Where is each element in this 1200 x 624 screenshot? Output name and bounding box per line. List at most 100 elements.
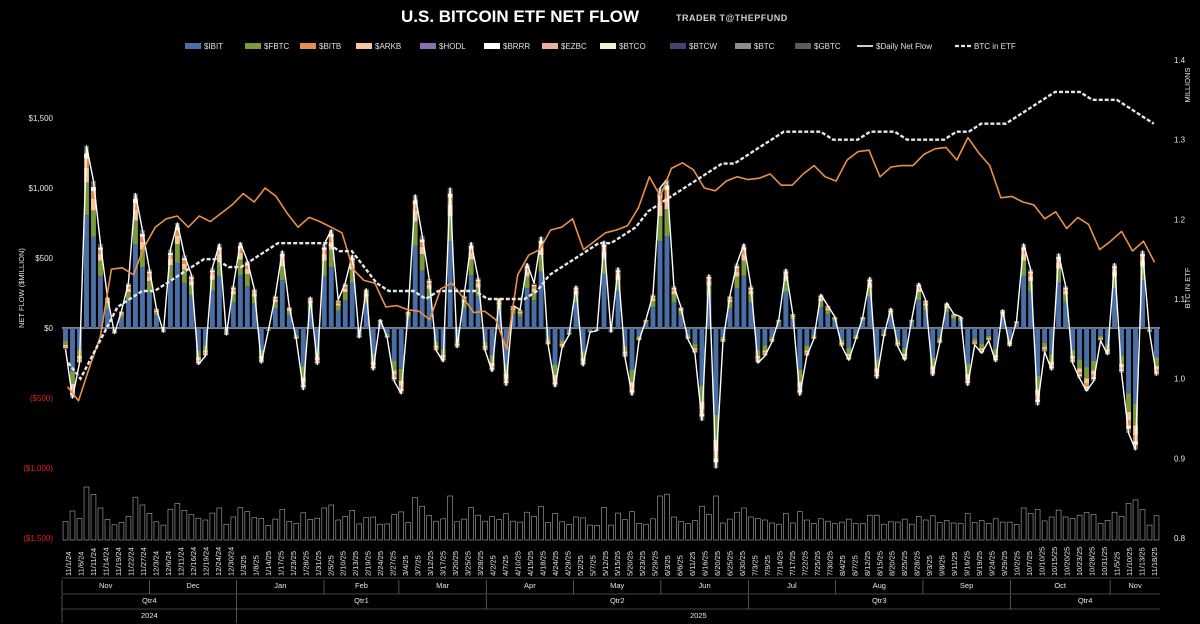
flow-bar-arkb — [972, 341, 978, 343]
flow-bar-fbtc — [349, 269, 355, 283]
volume-bar — [608, 524, 614, 541]
legend-swatch — [356, 43, 372, 49]
flow-bar-fbtc — [755, 349, 761, 356]
flow-bar-ibit — [167, 279, 173, 328]
flow-bar-bitb — [98, 249, 103, 255]
legend-item-btc: $BTC — [735, 42, 775, 51]
flow-bar-ibit — [601, 274, 607, 328]
flow-bar-fbtc — [643, 321, 649, 323]
flow-bar-ibit — [328, 267, 334, 328]
flow-bar-fbtc — [391, 360, 397, 371]
x-group-label: Sep — [960, 581, 973, 590]
flow-bar-stack — [1084, 328, 1090, 391]
x-date-tick: 12/3/24 — [152, 551, 161, 576]
flow-bar-bitb — [692, 350, 698, 352]
x-date-tick: 11/22/24 — [127, 547, 136, 576]
legend-swatch — [735, 43, 751, 49]
flow-bar-stack — [1042, 328, 1048, 352]
flow-bar-ibit — [685, 328, 691, 335]
volume-bar — [678, 521, 684, 541]
flow-bar-ibit — [195, 328, 201, 351]
chart-legend: $IBIT $FBTC $BITB $ARKB $HODL $BRRR $EZBC $BTCO… — [185, 42, 1016, 51]
flow-bar-btco — [762, 354, 768, 355]
x-date-tick: 5/23/25 — [638, 551, 647, 576]
x-date-tick: 5/12/25 — [601, 551, 610, 576]
flow-bar-fbtc — [930, 357, 936, 367]
volume-bar — [811, 523, 817, 541]
flow-bar-fbtc — [699, 385, 705, 402]
flow-bar-stack — [335, 300, 341, 328]
flow-bar-fbtc — [741, 260, 747, 276]
flow-bar-arkb — [1077, 368, 1083, 373]
flow-bar-arkb — [734, 271, 740, 277]
flow-bar-stack — [342, 283, 348, 328]
flow-bar-arkb — [342, 288, 348, 293]
volume-bar — [580, 517, 586, 541]
legend-label: $GBTC — [814, 42, 841, 51]
volume-bar — [762, 519, 768, 541]
volume-bar — [209, 512, 216, 541]
flow-bar-fbtc — [944, 307, 950, 313]
volume-bar — [1020, 507, 1027, 541]
flow-bar-stack — [818, 294, 824, 328]
flow-bar-bitb — [1091, 374, 1097, 378]
volume-bar — [734, 511, 740, 541]
flow-bar-ibit — [1119, 328, 1124, 356]
flow-bar-stack — [244, 260, 250, 328]
flow-bar-stack — [986, 328, 992, 341]
flow-bar-ibit — [258, 328, 264, 350]
x-date-tick: 12/11/24 — [177, 547, 186, 576]
flow-bar-fbtc — [300, 366, 306, 378]
flow-bar-bitb — [552, 379, 558, 383]
flow-bar-ibit — [622, 328, 628, 347]
x-date-tick: 11/10/25 — [1125, 547, 1134, 576]
volume-bar — [776, 523, 782, 541]
x-date-tick: 5/2/25 — [576, 555, 585, 576]
flow-bar-btco — [63, 347, 68, 349]
flow-bar-bitb — [972, 342, 978, 344]
flow-bar-stack — [139, 230, 145, 328]
volume-bar — [503, 513, 509, 541]
volume-bar — [769, 522, 775, 541]
flow-bar-ibit — [734, 288, 740, 328]
flow-bar-fbtc — [1042, 342, 1048, 348]
legend-swatch — [600, 43, 616, 49]
flow-bar-fbtc — [552, 364, 558, 376]
flow-bar-stack — [1098, 328, 1104, 341]
x-date-tick: 4/2/25 — [489, 555, 498, 576]
volume-bar — [839, 521, 845, 541]
flow-bar-ibit — [636, 328, 642, 336]
daily-net-flow-line — [64, 145, 1158, 469]
volume-bar — [216, 507, 223, 541]
flow-bar-bitb — [734, 268, 740, 272]
flow-bar-fbtc — [972, 338, 978, 342]
flow-bar-ibit — [321, 275, 327, 328]
volume-bar — [181, 510, 188, 541]
legend-item-ibit: $IBIT — [185, 42, 223, 51]
flow-bar-bitb — [1126, 420, 1131, 426]
flow-bar-fbtc — [797, 369, 803, 382]
x-date-tick: 7/22/25 — [800, 551, 809, 576]
flow-bar-arkb — [118, 313, 124, 315]
volume-bar — [720, 522, 726, 541]
volume-bar — [447, 495, 453, 541]
flow-bar-ibit — [531, 300, 537, 328]
volume-bar — [832, 523, 838, 541]
flow-bar-ibit — [342, 300, 348, 328]
volume-bar — [475, 514, 481, 541]
flow-bar-fbtc — [895, 339, 901, 343]
flow-bar-ibit — [1000, 316, 1006, 328]
volume-bar — [629, 511, 635, 541]
x-date-tick: 8/12/25 — [863, 551, 872, 576]
flow-bar-ibit — [1063, 301, 1069, 328]
flow-bar-bitb — [91, 191, 96, 199]
volume-bar — [69, 510, 76, 541]
volume-bar — [985, 522, 992, 541]
volume-bar — [874, 514, 880, 541]
volume-bar — [1048, 516, 1055, 541]
flow-bar-arkb — [615, 275, 621, 280]
flow-bar-fbtc — [1154, 357, 1159, 367]
legend-swatch — [795, 43, 811, 49]
flow-bar-bitb — [1021, 249, 1027, 255]
flow-bar-fbtc — [587, 330, 593, 332]
